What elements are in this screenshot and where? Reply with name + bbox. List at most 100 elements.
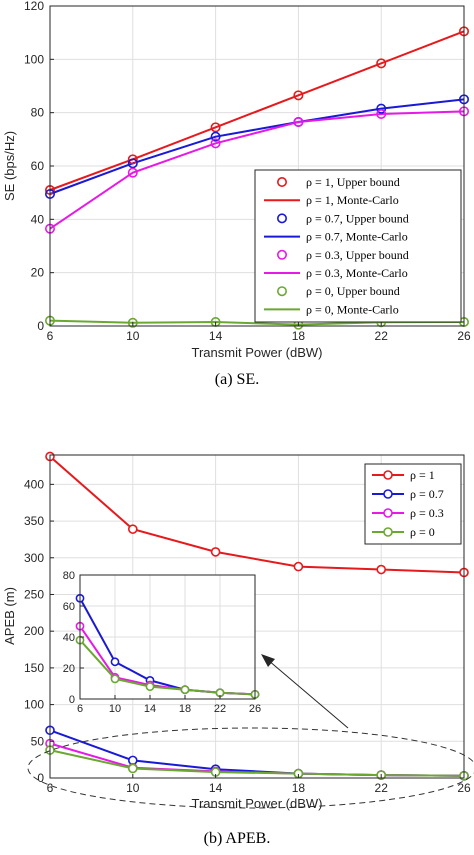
se-legend-marker <box>276 286 287 297</box>
apeb-x-tick-label: 22 <box>375 781 389 795</box>
se-legend-label: ρ = 0.7, Monte-Carlo <box>306 230 408 244</box>
se-y-tick-label: 0 <box>37 319 44 333</box>
se-x-tick-label: 26 <box>457 329 471 343</box>
zoom-arrow <box>261 654 349 729</box>
apeb-caption: (b) APEB. <box>204 830 271 847</box>
apeb-legend-box <box>364 463 462 545</box>
inset-y-tick-label: 40 <box>63 632 75 644</box>
se-x-tick-label: 18 <box>292 329 306 343</box>
apeb-x-axis-label: Transmit Power (dBW) <box>192 796 323 811</box>
apeb-legend-label: ρ = 0.3 <box>410 506 444 520</box>
se-y-tick-label: 100 <box>24 52 44 66</box>
se-legend-label: ρ = 0, Monte-Carlo <box>306 302 399 316</box>
apeb-y-tick-label: 350 <box>24 514 44 528</box>
inset-y-tick-label: 60 <box>63 601 75 613</box>
inset-x-tick-label: 22 <box>214 703 226 715</box>
se-tick-labels: 6 10 14 18 22 26 0 20 40 60 80 100 120 <box>24 0 471 343</box>
apeb-legend-marker <box>383 527 393 537</box>
se-series-1-line <box>49 30 465 191</box>
apeb-x-tick-label: 18 <box>292 781 306 795</box>
inset-y-tick-label: 20 <box>63 663 75 675</box>
se-series-6-point <box>127 317 138 328</box>
apeb-legend-label: ρ = 0 <box>410 525 435 539</box>
se-legend-marker <box>276 213 287 224</box>
se-series-2-point <box>376 103 387 114</box>
se-legend-marker <box>276 249 287 260</box>
se-series-2-point <box>210 131 221 142</box>
inset-y-tick-label: 80 <box>63 570 75 582</box>
apeb-legend-marker <box>383 470 393 480</box>
apeb-y-tick-label: 200 <box>24 624 44 638</box>
se-legend-label: ρ = 0.3, Monte-Carlo <box>306 266 408 280</box>
apeb-y-tick-label: 100 <box>24 698 44 712</box>
inset-x-tick-label: 18 <box>179 703 191 715</box>
se-legend-box <box>254 169 462 323</box>
se-series-5-line <box>49 110 465 230</box>
apeb-y-tick-label: 400 <box>24 477 44 491</box>
se-x-tick-label: 10 <box>126 329 140 343</box>
se-caption: (a) SE. <box>215 371 259 388</box>
inset-x-tick-label: 14 <box>144 703 156 715</box>
se-x-tick-label: 22 <box>375 329 389 343</box>
apeb-y-tick-label: 50 <box>31 734 45 748</box>
inset-series-0-point <box>110 657 120 667</box>
apeb-y-tick-label: 300 <box>24 551 44 565</box>
apeb-x-tick-label: 14 <box>209 781 223 795</box>
se-legend-label: ρ = 0.7, Upper bound <box>306 211 409 225</box>
inset-x-tick-label: 10 <box>109 703 121 715</box>
apeb-series-0-point <box>376 564 387 575</box>
se-legend-label: ρ = 1, Upper bound <box>306 175 400 189</box>
se-y-tick-label: 120 <box>24 0 44 13</box>
inset-series-2-point <box>110 674 120 684</box>
inset-tick-labels: 6 10 14 18 22 26 0 20 40 60 80 <box>63 570 261 715</box>
apeb-y-tick-label: 250 <box>24 587 44 601</box>
apeb-y-tick-label: 150 <box>24 661 44 675</box>
se-legend-label: ρ = 0.3, Upper bound <box>306 248 409 262</box>
inset-series-2-line <box>79 639 256 696</box>
inset-series-2-point <box>180 685 190 695</box>
inset-x-tick-label: 6 <box>77 703 83 715</box>
apeb-plot-frame <box>49 454 465 779</box>
apeb-series-3-point <box>128 763 138 774</box>
apeb-x-tick-label: 10 <box>126 781 140 795</box>
se-y-tick-label: 60 <box>31 159 45 173</box>
se-series-2-point <box>127 158 138 169</box>
apeb-series-0-point <box>128 524 138 534</box>
se-series-4-point <box>376 109 387 120</box>
se-y-axis-label: SE (bps/Hz) <box>2 131 17 201</box>
apeb-inset-chart: 6 10 14 18 22 26 0 20 40 60 80 <box>63 570 261 715</box>
se-series-0-point <box>210 122 221 133</box>
se-legend: ρ = 1, Upper bound ρ = 1, Monte-Carlo ρ = … <box>254 169 462 323</box>
apeb-legend-label: ρ = 1 <box>410 468 435 482</box>
apeb-series-0-line <box>49 455 465 574</box>
se-series-0-point <box>376 58 387 69</box>
se-series-4-point <box>127 167 138 178</box>
zoom-region-ellipse <box>27 727 474 809</box>
inset-y-tick-label: 0 <box>69 694 75 706</box>
se-series-3-line <box>49 98 465 195</box>
apeb-series-0-point <box>210 547 221 557</box>
se-x-tick-label: 14 <box>209 329 223 343</box>
apeb-y-axis-label: APEB (m) <box>2 587 17 645</box>
se-legend-label: ρ = 1, Monte-Carlo <box>306 193 399 207</box>
apeb-series-3-line <box>49 749 465 777</box>
apeb-legend-label: ρ = 0.7 <box>410 487 444 501</box>
apeb-legend: ρ = 1 ρ = 0.7 ρ = 0.3 ρ = 0 <box>364 463 462 545</box>
se-y-tick-label: 40 <box>31 212 45 226</box>
apeb-y-tick-label: 0 <box>37 771 44 785</box>
se-y-tick-label: 80 <box>31 106 45 120</box>
se-series-4-point <box>210 138 221 149</box>
se-y-tick-label: 20 <box>31 266 45 280</box>
se-x-tick-label: 6 <box>47 329 54 343</box>
se-series-0-point <box>293 90 304 101</box>
inset-x-tick-label: 26 <box>249 703 261 715</box>
apeb-legend-marker <box>383 508 393 518</box>
se-legend-marker <box>276 177 287 188</box>
apeb-legend-marker <box>383 489 393 499</box>
apeb-x-tick-label: 26 <box>457 781 471 795</box>
apeb-x-tick-label: 6 <box>47 781 54 795</box>
se-series-0-point <box>127 154 138 165</box>
